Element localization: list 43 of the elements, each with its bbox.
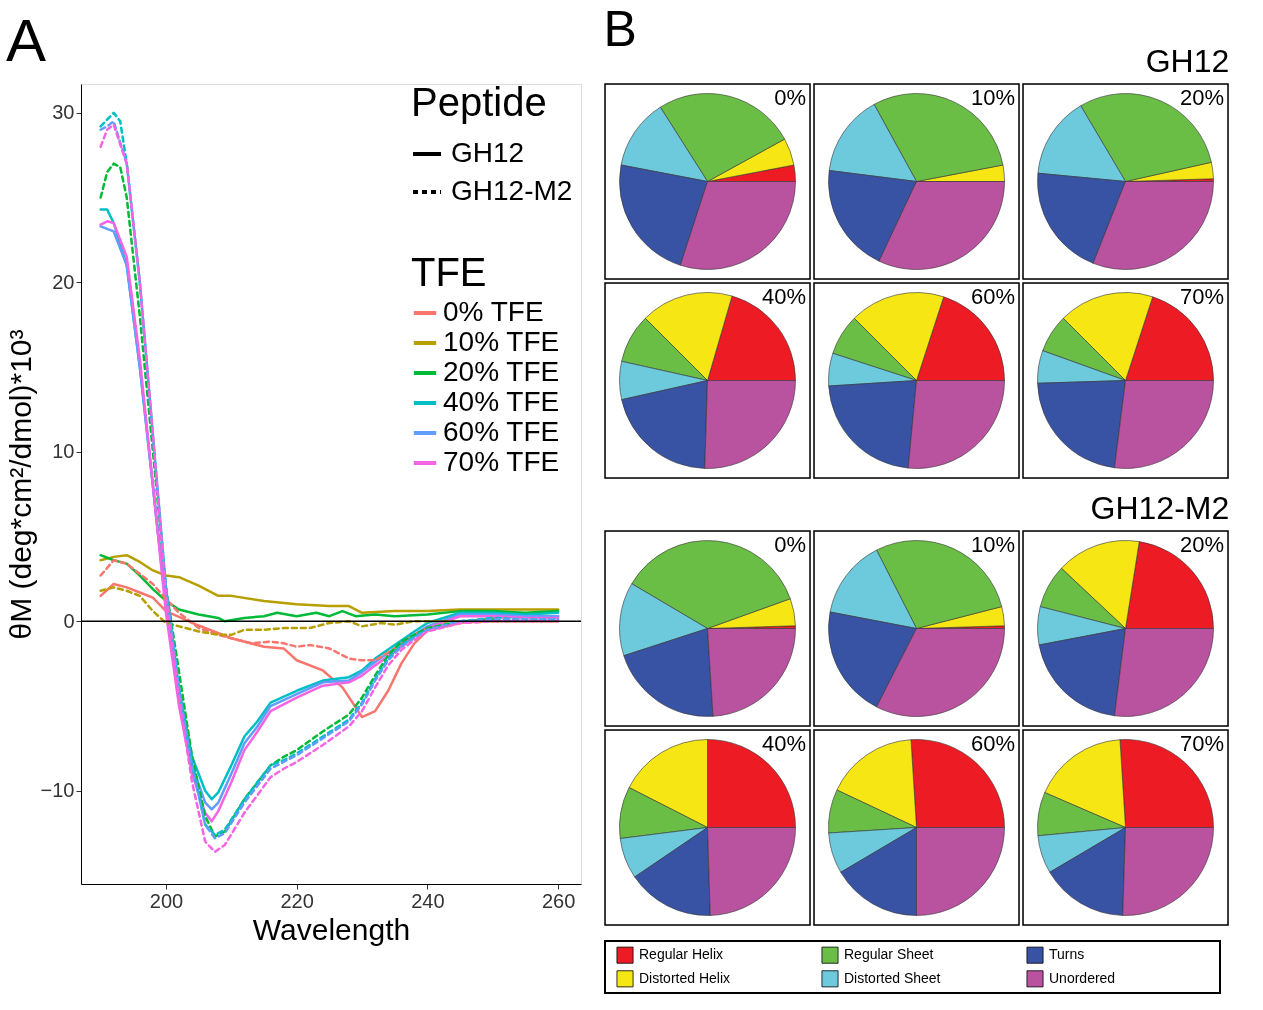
annotation: GH12 [451, 137, 525, 168]
annotation: GH12-M2 [451, 175, 573, 206]
chart-title: 60% [970, 731, 1015, 756]
text: B [603, 0, 637, 57]
chart-title: 10% [970, 85, 1015, 110]
x-tick-label: 260 [541, 889, 576, 912]
y-axis-title: θM (deg*cm²/dmol)*10³ [3, 329, 37, 640]
chart-title: 20% [1179, 85, 1224, 110]
legend-label: Distorted Sheet [844, 969, 941, 986]
chart-title: 0% [774, 532, 806, 557]
legend-title: TFE [411, 250, 487, 294]
y-tick-label: 20 [52, 270, 75, 293]
chart-title: 70% [1179, 284, 1224, 309]
y-tick-label: 10 [52, 440, 75, 463]
legend-label: 20% TFE [443, 356, 560, 387]
chart-title: 10% [970, 532, 1015, 557]
legend-label: 0% TFE [443, 296, 544, 327]
annotation: Peptide [411, 80, 547, 124]
x-tick-label: 240 [411, 889, 445, 912]
legend-label: Regular Helix [639, 946, 724, 963]
chart-title: 40% [761, 284, 806, 309]
y-tick-label: −10 [40, 779, 75, 802]
chart-title: A [6, 7, 47, 74]
legend-label: Distorted Helix [639, 969, 731, 986]
legend-label: Turns [1049, 946, 1085, 963]
y-tick-label: 30 [52, 101, 75, 124]
chart-title: 70% [1179, 731, 1224, 756]
text: GH12-M2 [1090, 489, 1230, 526]
legend-label: 10% TFE [443, 326, 560, 357]
chart-title: 0% [774, 85, 806, 110]
legend-label: Regular Sheet [844, 946, 934, 963]
chart-title: 40% [761, 731, 806, 756]
text: GH12 [1145, 42, 1230, 79]
x-tick-label: 220 [280, 889, 314, 912]
x-tick-label: 200 [149, 889, 184, 912]
legend-label: 70% TFE [443, 446, 560, 477]
x-axis-title: Wavelength [252, 912, 411, 946]
legend-label: Unordered [1049, 969, 1116, 986]
chart-title: 20% [1179, 532, 1224, 557]
y-tick-label: 0 [63, 609, 75, 632]
legend-label: 60% TFE [443, 416, 560, 447]
legend-label: 40% TFE [443, 386, 560, 417]
chart-title: 60% [970, 284, 1015, 309]
